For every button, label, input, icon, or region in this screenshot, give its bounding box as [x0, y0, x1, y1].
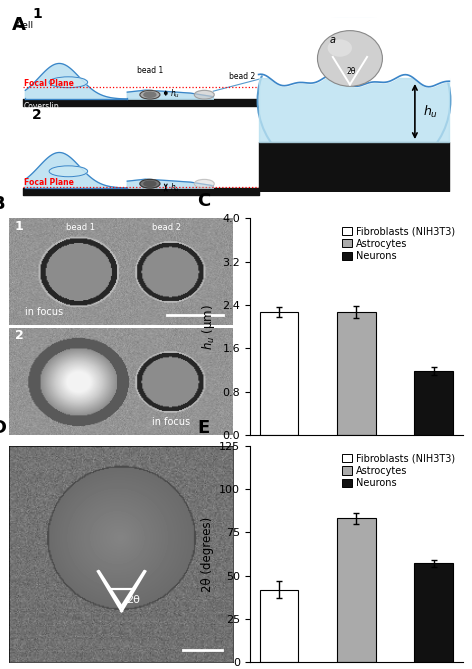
- Text: Focal Plane: Focal Plane: [24, 178, 74, 187]
- Text: $h_u$: $h_u$: [423, 104, 438, 120]
- Legend: Fibroblasts (NIH3T3), Astrocytes, Neurons: Fibroblasts (NIH3T3), Astrocytes, Neuron…: [339, 450, 458, 491]
- Ellipse shape: [258, 17, 450, 184]
- Text: Cell: Cell: [17, 21, 34, 30]
- Text: B: B: [0, 195, 5, 213]
- Text: in focus: in focus: [25, 307, 63, 317]
- Text: 1: 1: [32, 7, 42, 21]
- Ellipse shape: [318, 31, 382, 86]
- Ellipse shape: [140, 179, 160, 188]
- Text: $h_u$: $h_u$: [170, 181, 180, 194]
- Text: bead 2: bead 2: [229, 72, 255, 81]
- Text: 2: 2: [32, 108, 42, 122]
- Ellipse shape: [194, 179, 214, 188]
- Bar: [414, 563, 453, 662]
- Text: bead 1: bead 1: [137, 66, 163, 76]
- Text: 2θ: 2θ: [126, 595, 140, 605]
- Ellipse shape: [140, 90, 160, 99]
- Ellipse shape: [144, 181, 156, 187]
- Y-axis label: $h_u$ (µm): $h_u$ (µm): [200, 304, 217, 350]
- Polygon shape: [127, 179, 213, 188]
- Ellipse shape: [328, 39, 352, 57]
- Text: E: E: [197, 419, 209, 437]
- Text: a: a: [329, 35, 336, 45]
- Text: in focus: in focus: [152, 417, 190, 427]
- Text: D: D: [0, 419, 7, 437]
- Ellipse shape: [194, 90, 214, 99]
- Bar: [414, 371, 453, 435]
- Polygon shape: [25, 153, 127, 188]
- Y-axis label: 2θ (degrees): 2θ (degrees): [201, 516, 214, 591]
- Text: 2: 2: [15, 329, 24, 343]
- Polygon shape: [127, 90, 213, 99]
- Text: C: C: [197, 192, 210, 210]
- Text: 2θ: 2θ: [346, 67, 355, 76]
- Bar: [337, 518, 376, 662]
- Polygon shape: [25, 64, 127, 99]
- Text: $h_u$: $h_u$: [170, 87, 180, 100]
- Ellipse shape: [49, 166, 88, 177]
- Text: A: A: [12, 16, 25, 34]
- Bar: [260, 312, 298, 435]
- Text: Coverslip: Coverslip: [24, 102, 59, 111]
- Legend: Fibroblasts (NIH3T3), Astrocytes, Neurons: Fibroblasts (NIH3T3), Astrocytes, Neuron…: [339, 223, 458, 264]
- Text: Focal Plane: Focal Plane: [24, 79, 74, 88]
- Text: 1: 1: [15, 219, 24, 233]
- Text: bead 1: bead 1: [66, 223, 95, 231]
- Ellipse shape: [49, 77, 88, 88]
- Bar: [337, 312, 376, 435]
- Text: bead 2: bead 2: [152, 223, 181, 231]
- Ellipse shape: [144, 92, 156, 97]
- Bar: [260, 589, 298, 662]
